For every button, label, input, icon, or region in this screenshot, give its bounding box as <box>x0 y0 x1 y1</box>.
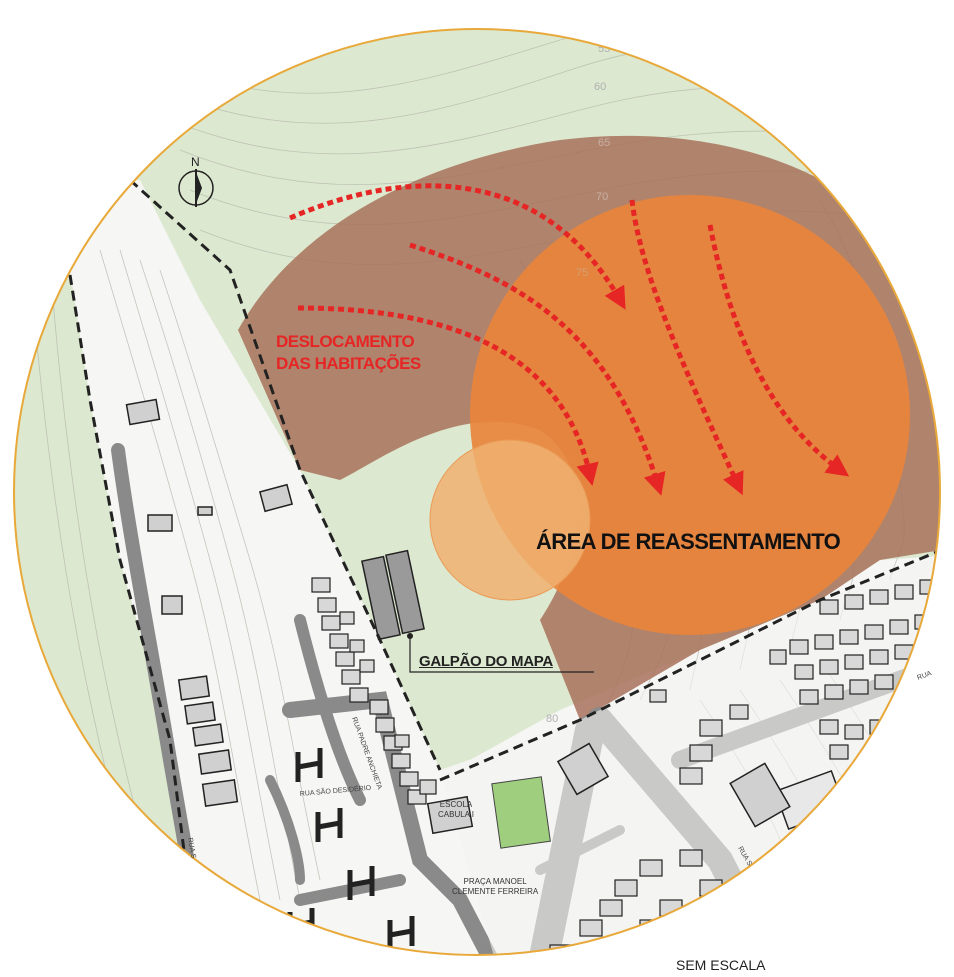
school-label-line1: ESCOLA <box>439 800 473 809</box>
contour-label-60: 60 <box>594 81 606 93</box>
resettlement-area-label: ÁREA DE REASSENTAMENTO <box>536 529 841 554</box>
arrow-4 <box>629 199 744 496</box>
warehouse-pointer <box>407 633 594 673</box>
contour-label-65: 65 <box>598 137 610 149</box>
dense-housing-row <box>311 577 437 805</box>
street-label-right-upper: RUA <box>916 670 933 682</box>
arrow-2 <box>409 242 666 496</box>
arrow-5 <box>707 224 850 477</box>
north-letter: N <box>191 155 200 169</box>
displacement-arrows <box>289 183 850 496</box>
displacement-label-line1: DESLOCAMENTO <box>276 332 415 351</box>
arrow-1 <box>289 183 626 310</box>
dense-housing-southeast <box>549 579 939 955</box>
contour-label-70: 70 <box>596 191 608 203</box>
displacement-label: DESLOCAMENTO DAS HABITAÇÕES <box>276 331 421 375</box>
displacement-label-line2: DAS HABITAÇÕES <box>276 354 421 373</box>
scale-label: SEM ESCALA <box>676 957 766 973</box>
school-label-line2: CABULA I <box>438 810 475 819</box>
plaza-green <box>491 776 551 849</box>
plaza-label: PRAÇA MANOEL CLEMENTE FERREIRA <box>452 877 538 897</box>
school-label: ESCOLA CABULA I <box>438 800 474 820</box>
arrow-3 <box>297 305 599 486</box>
contour-label-80: 80 <box>546 713 558 725</box>
boundary-lines <box>68 178 940 955</box>
street-label-left-edge: RUA S <box>186 837 197 859</box>
plaza-label-line1: PRAÇA MANOEL <box>463 877 527 886</box>
warehouse-label: GALPÃO DO MAPA <box>419 653 553 670</box>
map-frame <box>13 28 941 956</box>
contour-label-75: 75 <box>576 267 588 279</box>
plaza-label-line2: CLEMENTE FERREIRA <box>452 887 539 896</box>
north-arrow <box>178 169 214 207</box>
resettlement-zone-inner <box>430 440 590 600</box>
